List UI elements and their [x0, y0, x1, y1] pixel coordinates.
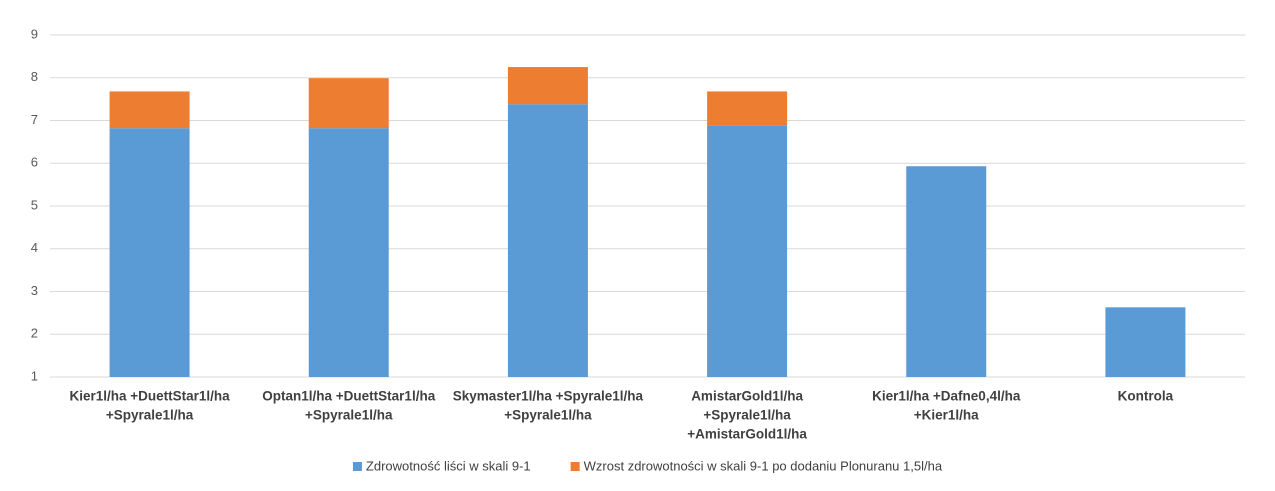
- y-tick-label: 4: [31, 240, 38, 255]
- x-tick-label: Optan1l/ha +DuettStar1l/ha: [262, 389, 435, 404]
- x-tick-label: Skymaster1l/ha +Spyrale1l/ha: [453, 389, 644, 404]
- bar-segment: [707, 125, 788, 377]
- legend-swatch: [570, 462, 580, 471]
- bar-segment: [109, 91, 190, 129]
- y-tick-label: 1: [31, 368, 38, 383]
- x-tick-label: Kontrola: [1118, 389, 1174, 404]
- bar-segment: [507, 104, 588, 377]
- x-tick-label: +Spyrale1l/ha: [305, 408, 393, 423]
- legend-swatch: [352, 462, 362, 471]
- x-tick-label: Kier1l/ha +Dafne0,4l/ha: [872, 389, 1021, 404]
- y-tick-label: 6: [31, 155, 38, 170]
- bar-segment: [308, 128, 389, 377]
- y-tick-label: 3: [31, 283, 38, 298]
- x-tick-label: +Kier1l/ha: [914, 408, 979, 423]
- x-tick-label: AmistarGold1l/ha: [691, 389, 803, 404]
- x-tick-label: +Spyrale1l/ha: [106, 408, 194, 423]
- bar-segment: [308, 78, 389, 129]
- bar-segment: [507, 67, 588, 105]
- y-tick-label: 2: [31, 326, 38, 341]
- x-tick-label: +AmistarGold1l/ha: [687, 427, 807, 442]
- y-tick-label: 7: [31, 112, 38, 127]
- legend-label: Wzrost zdrowotności w skali 9-1 po dodan…: [584, 458, 943, 473]
- y-tick-label: 9: [31, 26, 38, 41]
- x-tick-label: Kier1l/ha +DuettStar1l/ha: [69, 389, 230, 404]
- legend-label: Zdrowotność liści w skali 9-1: [366, 458, 531, 473]
- y-tick-label: 5: [31, 197, 38, 212]
- x-tick-label: +Spyrale1l/ha: [504, 408, 592, 423]
- y-tick-label: 8: [31, 69, 38, 84]
- x-tick-label: +Spyrale1l/ha: [703, 408, 791, 423]
- bar-segment: [707, 91, 788, 126]
- bar-segment: [109, 128, 190, 377]
- bar-segment: [1105, 307, 1186, 377]
- bar-segment: [906, 166, 987, 377]
